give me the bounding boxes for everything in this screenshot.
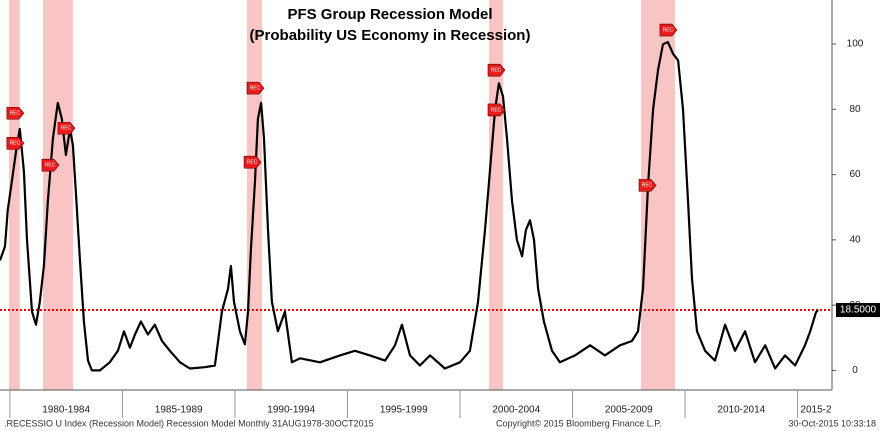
x-tick-label: 1985-1989 — [155, 405, 203, 416]
chart-title: PFS Group Recession Model — [287, 6, 492, 23]
recession-band — [640, 0, 675, 390]
y-tick-label: 80 — [849, 104, 861, 115]
rec-tag — [243, 155, 262, 169]
rec-tag-label: REC — [247, 160, 258, 166]
rec-tag-label: REC — [491, 107, 502, 113]
rec-tag-label: REC — [250, 85, 261, 91]
rec-tag-label: REC — [10, 111, 21, 117]
rec-tag — [487, 103, 506, 117]
rec-tag — [659, 23, 678, 37]
footer-text: Copyright© 2015 Bloomberg Finance L.P. — [496, 418, 662, 428]
y-tick-label: 0 — [852, 365, 858, 376]
x-tick-label: 2015-2 — [800, 405, 832, 416]
y-tick-label: 100 — [847, 39, 864, 50]
rec-tag-label: REC — [45, 162, 56, 168]
threshold-label-box — [836, 303, 880, 318]
rec-tag — [638, 179, 657, 192]
x-tick-label: 2000-2004 — [492, 405, 540, 416]
rec-tag-label: REC — [663, 27, 674, 33]
rec-tag-label: REC — [491, 67, 502, 73]
plot: 0204060801001980-19841985-19891990-19941… — [0, 0, 880, 418]
footer-text: 30-Oct-2015 10:33:18 — [788, 418, 876, 428]
chart-subtitle: (Probability US Economy in Recession) — [250, 27, 531, 44]
x-tick-label: 2010-2014 — [717, 405, 765, 416]
rec-tag — [41, 158, 60, 172]
rec-tag — [6, 106, 25, 120]
rec-tag-label: REC — [10, 141, 21, 147]
footer-text: .RECESSIO U Index (Recession Model) Rece… — [4, 418, 374, 428]
x-tick-label: 1995-1999 — [380, 405, 428, 416]
recession-band — [489, 0, 503, 390]
y-tick-label: 60 — [849, 169, 861, 180]
x-tick-label: 2005-2009 — [605, 405, 653, 416]
recession-bands — [9, 0, 675, 390]
threshold-label: 18.5000 — [840, 305, 877, 316]
series-line — [0, 41, 819, 372]
y-tick-label: 40 — [849, 235, 861, 246]
rec-tag — [487, 63, 506, 77]
rec-tag-label: REC — [642, 183, 653, 189]
rec-tag — [246, 81, 265, 95]
x-tick-label: 1980-1984 — [42, 405, 90, 416]
recession-band — [9, 0, 20, 390]
rec-tag — [6, 136, 25, 150]
x-tick-label: 1990-1994 — [267, 405, 315, 416]
rec-tag — [57, 121, 76, 135]
rec-tag-label: REC — [61, 126, 72, 132]
